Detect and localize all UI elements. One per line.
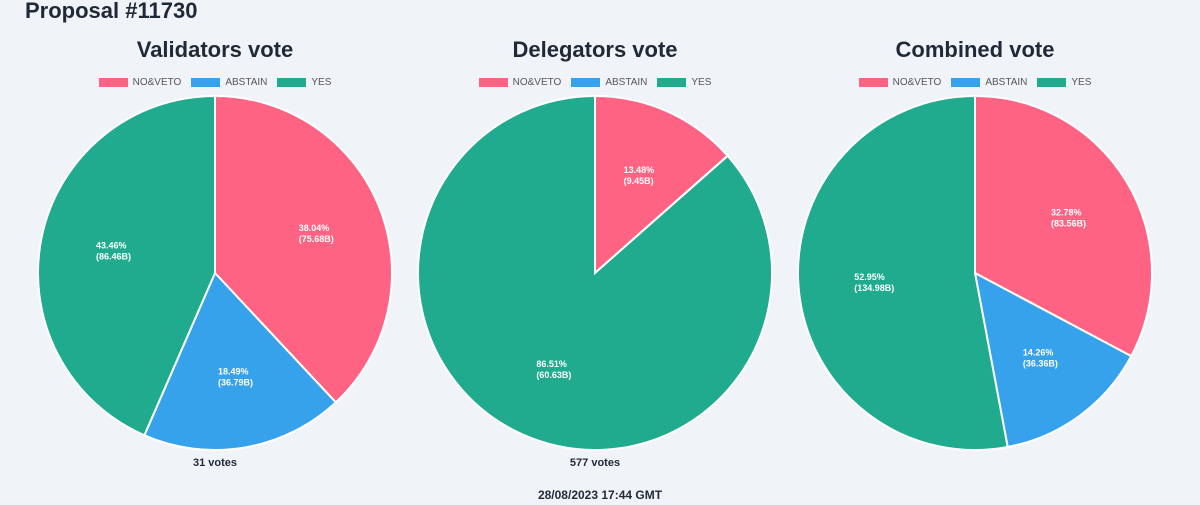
legend-item-no-veto[interactable]: NO&VETO <box>98 77 182 88</box>
votes-count: 577 votes <box>569 457 621 469</box>
legend-label: NO&VETO <box>892 77 942 88</box>
legend-swatch-abstain <box>191 78 221 87</box>
slice-percent-label: 52.95% <box>854 272 885 282</box>
slice-amount-label: (134.98B) <box>854 283 894 293</box>
chart-legend: NO&VETO ABSTAIN YES <box>15 77 415 88</box>
legend-swatch-no-veto <box>98 78 128 87</box>
slice-data-label: 32.78% (83.56B) <box>1051 207 1086 228</box>
delegators-vote-chart: Delegators vote NO&VETO ABSTAIN YES 13.4… <box>395 0 795 480</box>
slice-data-label: 14.26% (36.36B) <box>1023 348 1058 369</box>
pie-chart: 38.04% (75.68B) 18.49% (36.79B) 43.46% (86.46… <box>37 94 393 451</box>
chart-title: Delegators vote <box>512 37 678 62</box>
slice-amount-label: (60.63B) <box>536 370 571 380</box>
legend-swatch-no-veto <box>478 78 508 87</box>
legend-label: NO&VETO <box>512 77 562 88</box>
slice-amount-label: (36.36B) <box>1023 359 1058 369</box>
legend-label: NO&VETO <box>132 77 182 88</box>
legend-item-abstain[interactable]: ABSTAIN <box>951 77 1027 88</box>
slice-percent-label: 86.51% <box>536 359 567 369</box>
legend-swatch-abstain <box>571 78 601 87</box>
pie-chart: 13.48% (9.45B) 86.51% (60.63B) <box>417 94 773 451</box>
validators-vote-chart: Validators vote NO&VETO ABSTAIN YES 38.0… <box>15 0 415 480</box>
legend-item-abstain[interactable]: ABSTAIN <box>191 77 267 88</box>
timestamp: 28/08/2023 17:44 GMT <box>537 488 663 502</box>
slice-data-label: 43.46% (86.46B) <box>96 240 131 261</box>
slice-amount-label: (75.68B) <box>299 234 334 244</box>
slice-amount-label: (9.45B) <box>624 176 654 186</box>
slice-data-label: 86.51% (60.63B) <box>536 359 571 380</box>
pie-slice-abstain[interactable] <box>973 271 1133 449</box>
slice-percent-label: 14.26% <box>1023 348 1054 358</box>
votes-count: 31 votes <box>192 457 238 469</box>
legend-label: ABSTAIN <box>985 77 1028 88</box>
pie-slice-no-veto[interactable] <box>214 94 393 404</box>
legend-swatch-yes <box>1037 78 1067 87</box>
legend-label: YES <box>311 77 332 88</box>
slice-percent-label: 38.04% <box>299 223 330 233</box>
legend-item-abstain[interactable]: ABSTAIN <box>571 77 647 88</box>
legend-label: YES <box>1071 77 1092 88</box>
legend-item-no-veto[interactable]: NO&VETO <box>858 77 942 88</box>
pie-slice-no-veto[interactable] <box>974 94 1153 358</box>
legend-swatch-yes <box>657 78 687 87</box>
chart-title: Validators vote <box>136 37 294 62</box>
legend-label: ABSTAIN <box>605 77 648 88</box>
pie-slice-yes[interactable] <box>417 94 773 451</box>
slice-amount-label: (83.56B) <box>1051 218 1086 228</box>
pie-slice-yes[interactable] <box>37 94 216 437</box>
slice-data-label: 38.04% (75.68B) <box>299 223 334 244</box>
chart-legend: NO&VETO ABSTAIN YES <box>395 77 795 88</box>
slice-percent-label: 43.46% <box>96 240 127 250</box>
pie-chart: 32.78% (83.56B) 14.26% (36.36B) 52.95% (134.9… <box>797 94 1153 451</box>
legend-swatch-yes <box>277 78 307 87</box>
slice-amount-label: (86.46B) <box>96 251 131 261</box>
slice-data-label: 13.48% (9.45B) <box>624 165 655 186</box>
slice-amount-label: (36.79B) <box>218 378 253 388</box>
pie-slice-abstain[interactable] <box>143 271 338 451</box>
pie-slice-no-veto[interactable] <box>594 94 730 276</box>
slice-data-label: 52.95% (134.98B) <box>854 272 894 293</box>
combined-vote-chart: Combined vote NO&VETO ABSTAIN YES 32.78%… <box>775 0 1175 480</box>
pie-slice-yes[interactable] <box>797 94 1009 451</box>
slice-data-label: 18.49% (36.79B) <box>218 367 253 388</box>
legend-swatch-no-veto <box>858 78 888 87</box>
legend-swatch-abstain <box>951 78 981 87</box>
page-title: Proposal #11730 <box>25 0 198 23</box>
legend-item-yes[interactable]: YES <box>277 77 331 88</box>
slice-percent-label: 13.48% <box>624 165 655 175</box>
slice-percent-label: 32.78% <box>1051 207 1082 217</box>
chart-title: Combined vote <box>895 37 1055 62</box>
chart-legend: NO&VETO ABSTAIN YES <box>775 77 1175 88</box>
legend-label: YES <box>691 77 712 88</box>
legend-item-yes[interactable]: YES <box>657 77 711 88</box>
legend-item-yes[interactable]: YES <box>1037 77 1091 88</box>
legend-label: ABSTAIN <box>225 77 268 88</box>
slice-percent-label: 18.49% <box>218 367 249 377</box>
legend-item-no-veto[interactable]: NO&VETO <box>478 77 562 88</box>
